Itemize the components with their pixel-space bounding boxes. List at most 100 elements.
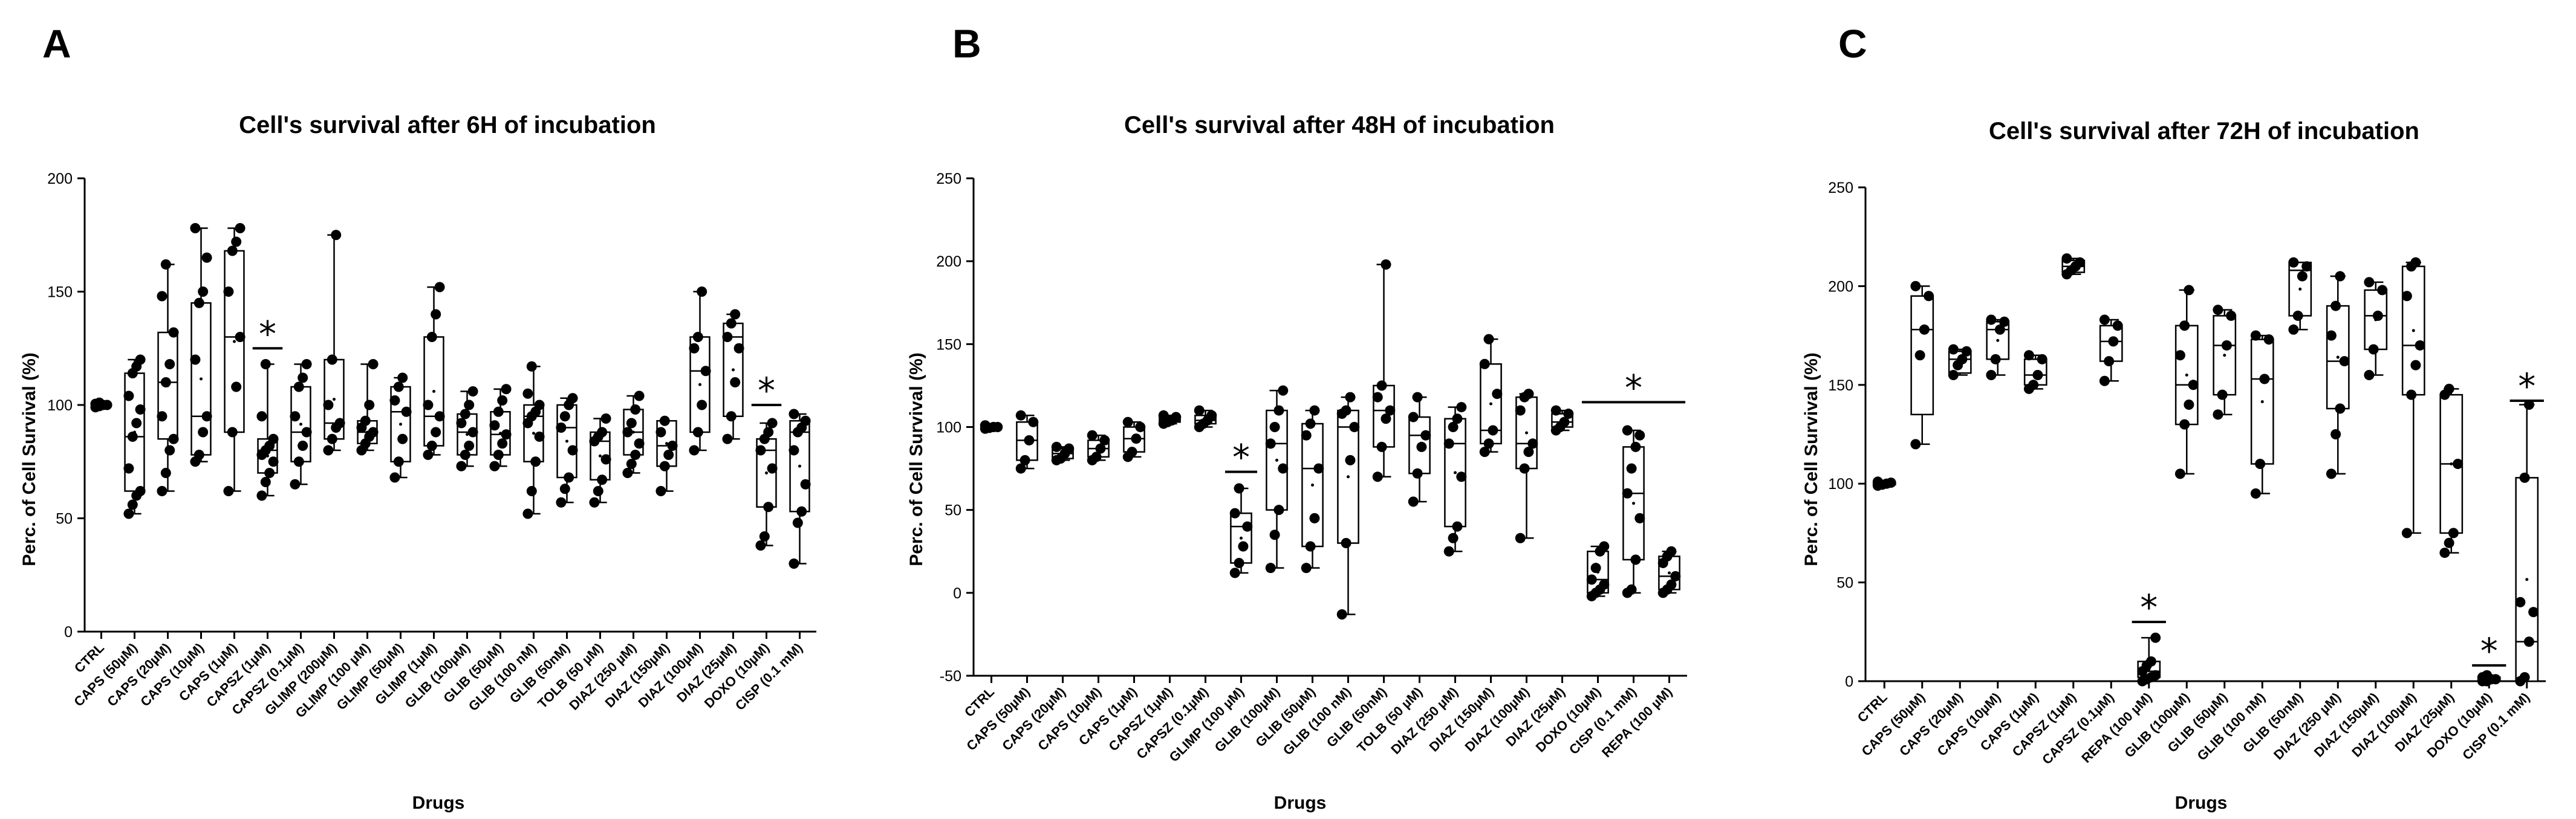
- data-point: [127, 432, 138, 442]
- mean-marker: [1489, 402, 1492, 406]
- data-point: [600, 454, 611, 465]
- box-a-3: [190, 223, 212, 467]
- y-tick-label-a: 100: [47, 397, 73, 414]
- box-c-14: [2401, 257, 2425, 539]
- x-axis-label-b: Drugs: [1274, 793, 1327, 813]
- data-point: [559, 484, 570, 494]
- y-tick-label-c: 50: [1836, 575, 1853, 592]
- box-a-7: [323, 230, 345, 456]
- data-point: [1265, 563, 1276, 574]
- data-point: [1313, 463, 1324, 474]
- data-point: [2032, 369, 2043, 380]
- x-axis-label-a: Drugs: [412, 793, 465, 813]
- data-point: [2099, 314, 2110, 325]
- data-point: [567, 445, 578, 456]
- data-point: [655, 427, 666, 438]
- data-point: [1171, 412, 1182, 422]
- data-point: [992, 422, 1003, 432]
- data-point: [1301, 430, 1312, 441]
- chart-title-b: Cell's survival after 48H of incubation: [1124, 112, 1555, 138]
- mean-marker: [2223, 354, 2226, 357]
- data-point: [763, 502, 774, 513]
- box-b-18: [1622, 425, 1645, 598]
- data-point: [389, 395, 400, 406]
- panel-letter-a: A: [42, 21, 71, 66]
- box-a-14: [556, 393, 578, 508]
- data-point: [368, 359, 379, 369]
- data-point: [522, 508, 533, 519]
- data-point: [1234, 557, 1244, 568]
- data-point: [1273, 505, 1284, 516]
- data-point: [1229, 568, 1240, 578]
- box-b-12: [1408, 392, 1431, 507]
- data-point: [1563, 409, 1574, 419]
- data-point: [423, 450, 434, 460]
- data-point: [789, 409, 799, 419]
- data-point: [1999, 316, 2010, 327]
- data-point: [2335, 271, 2346, 282]
- data-point: [730, 309, 741, 320]
- mean-marker: [1921, 354, 1924, 357]
- box-c-9: [2213, 305, 2237, 420]
- data-point: [493, 450, 504, 460]
- mean-marker: [1204, 418, 1207, 421]
- box-a-1: [123, 354, 146, 519]
- data-point: [1122, 416, 1133, 427]
- mean-marker: [399, 422, 402, 426]
- box-c-16: [2477, 670, 2501, 687]
- mean-marker: [133, 430, 136, 434]
- mean-marker: [2260, 400, 2264, 404]
- data-point: [1064, 443, 1075, 454]
- data-point: [2519, 472, 2530, 483]
- data-point: [1448, 422, 1459, 432]
- data-point: [2217, 389, 2228, 400]
- mean-marker: [2450, 462, 2453, 466]
- data-point: [2150, 632, 2161, 643]
- data-point: [393, 381, 404, 392]
- box-a-4: [223, 223, 246, 496]
- data-point: [1015, 463, 1026, 474]
- box-c-11: [2288, 257, 2312, 335]
- data-point: [431, 309, 441, 320]
- data-point: [1924, 291, 1934, 302]
- data-point: [1412, 392, 1423, 403]
- data-point: [1234, 483, 1244, 494]
- data-point: [2179, 419, 2190, 430]
- data-point: [2226, 310, 2237, 321]
- data-point: [426, 441, 437, 451]
- data-point: [2145, 656, 2156, 667]
- data-point: [389, 472, 400, 483]
- data-point: [2523, 636, 2534, 647]
- y-tick-label-c: 200: [1828, 278, 1853, 295]
- data-point: [522, 388, 533, 399]
- data-point: [227, 245, 238, 256]
- data-point: [689, 343, 700, 354]
- box-b-6: [1194, 405, 1217, 432]
- box-c-4: [2023, 350, 2047, 394]
- box-a-15: [589, 413, 611, 508]
- data-point: [1336, 609, 1347, 620]
- mean-marker: [2147, 667, 2151, 671]
- data-point: [497, 395, 508, 406]
- data-point: [123, 390, 134, 401]
- data-point: [157, 411, 168, 422]
- data-point: [1158, 410, 1169, 421]
- data-point: [1626, 463, 1637, 474]
- data-point: [755, 445, 766, 456]
- data-point: [293, 456, 304, 467]
- data-point: [600, 413, 611, 424]
- y-tick-label-b: 0: [953, 585, 961, 602]
- data-point: [1523, 389, 1534, 400]
- data-point: [102, 400, 112, 410]
- data-point: [2326, 330, 2337, 341]
- mean-marker: [1275, 458, 1278, 462]
- data-point: [256, 411, 267, 422]
- data-point: [2410, 257, 2421, 268]
- data-point: [2330, 429, 2341, 439]
- box-b-4: [1122, 416, 1146, 462]
- mean-marker: [665, 442, 668, 445]
- data-point: [323, 400, 334, 410]
- data-point: [1452, 521, 1463, 532]
- data-point: [763, 427, 774, 438]
